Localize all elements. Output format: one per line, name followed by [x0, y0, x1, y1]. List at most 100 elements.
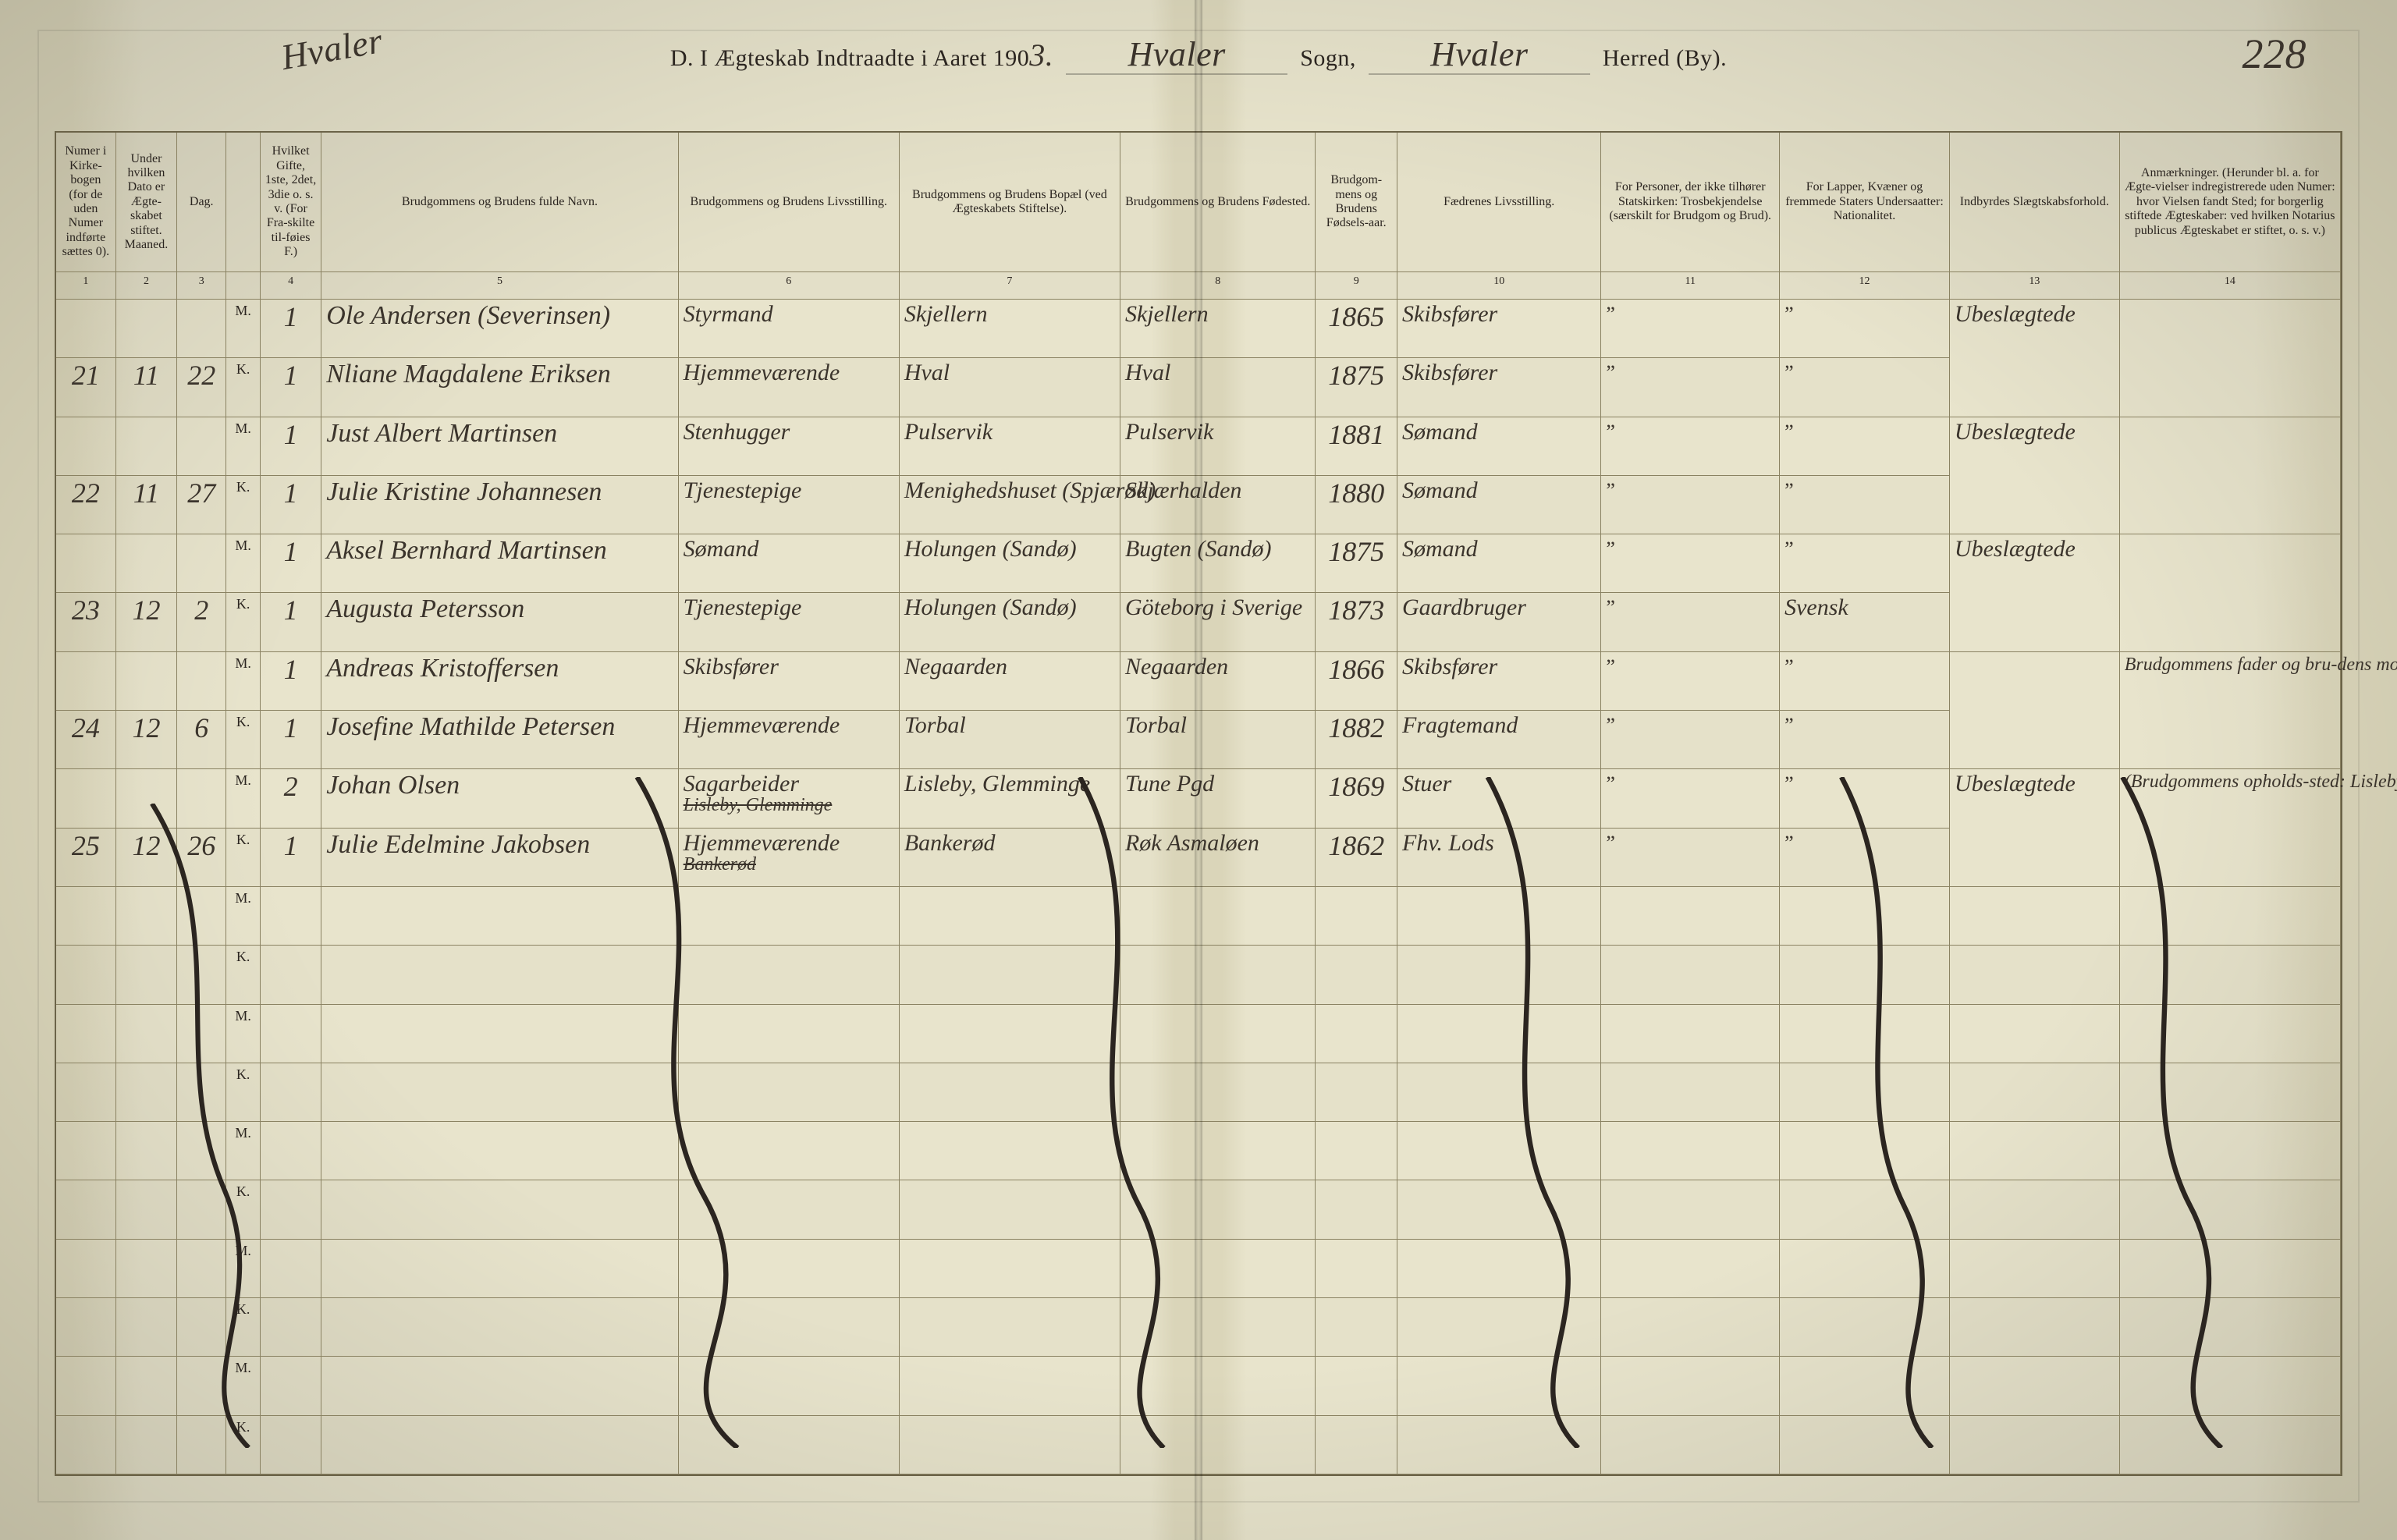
cell	[1397, 1357, 1601, 1415]
birth-year: 1881	[1316, 417, 1397, 475]
column-header: Brudgommens og Brudens Bopæl (ved Ægtesk…	[899, 133, 1120, 272]
column-header: Anmærkninger. (Herunder bl. a. for Ægte-…	[2119, 133, 2340, 272]
column-header: Brudgom-mens og Brudens Fødsels-aar.	[1316, 133, 1397, 272]
birth-year: 1862	[1316, 828, 1397, 886]
full-name: Aksel Bernhard Martinsen	[321, 534, 678, 593]
full-name: Just Albert Martinsen	[321, 417, 678, 475]
cell	[321, 1063, 678, 1121]
cell	[1601, 946, 1780, 1004]
cell: M.	[226, 886, 261, 945]
cell	[1780, 1180, 1950, 1239]
cell	[1316, 1415, 1397, 1474]
cell	[56, 1239, 115, 1297]
occupation: Sagarbeider Lisleby, Glemminge	[678, 769, 899, 828]
entry-no: 23	[56, 593, 115, 651]
cell	[1120, 1357, 1315, 1415]
mk-label: M.	[226, 769, 261, 828]
column-number: 11	[1601, 272, 1780, 300]
birthplace: Negaarden	[1120, 651, 1315, 710]
cell: K.	[226, 1298, 261, 1357]
residence: Hval	[899, 358, 1120, 417]
cell	[321, 1298, 678, 1357]
cell	[1120, 1063, 1315, 1121]
cell	[56, 1180, 115, 1239]
cell	[1780, 1239, 1950, 1297]
residence: Negaarden	[899, 651, 1120, 710]
cell	[177, 1298, 226, 1357]
confession: ”	[1601, 828, 1780, 886]
column-number: 14	[2119, 272, 2340, 300]
birth-year: 1869	[1316, 769, 1397, 828]
cell	[1316, 1180, 1397, 1239]
cell	[260, 1063, 321, 1121]
entry-day	[177, 300, 226, 358]
cell	[2119, 1298, 2340, 1357]
cell	[1780, 1122, 1950, 1180]
remark	[2119, 417, 2340, 534]
kinship: Ubeslægtede	[1949, 534, 2119, 652]
entry-day	[177, 534, 226, 593]
cell	[2119, 1239, 2340, 1297]
entry-no: 21	[56, 358, 115, 417]
birthplace: Tune Pgd	[1120, 769, 1315, 828]
entry-no	[56, 300, 115, 358]
residence: Bankerød	[899, 828, 1120, 886]
cell	[899, 1298, 1120, 1357]
column-header: Under hvilken Dato er Ægte-skabet stifte…	[115, 133, 176, 272]
kinship: Ubeslægtede	[1949, 769, 2119, 887]
cell	[321, 886, 678, 945]
cell: K.	[226, 1415, 261, 1474]
cell	[177, 1122, 226, 1180]
entry-month: 12	[115, 593, 176, 651]
entry-no: 25	[56, 828, 115, 886]
father-occ: Skibsfører	[1397, 651, 1601, 710]
cell: K.	[226, 946, 261, 1004]
cell	[1397, 1415, 1601, 1474]
cell	[1120, 946, 1315, 1004]
cell	[56, 1357, 115, 1415]
cell	[1316, 886, 1397, 945]
entry-day: 27	[177, 475, 226, 534]
cell: K.	[226, 1180, 261, 1239]
nationality: ”	[1780, 828, 1950, 886]
birth-year: 1873	[1316, 593, 1397, 651]
nationality: ”	[1780, 358, 1950, 417]
column-number: 6	[678, 272, 899, 300]
cell	[56, 1063, 115, 1121]
cell: M.	[226, 1357, 261, 1415]
cell	[1397, 1180, 1601, 1239]
remark: (Brudgommens opholds-sted: Lisleby, Glem…	[2119, 769, 2340, 887]
birthplace: Skjellern	[1120, 300, 1315, 358]
residence: Lisleby, Glemminge	[899, 769, 1120, 828]
mk-label: M.	[226, 300, 261, 358]
nationality: Svensk	[1780, 593, 1950, 651]
father-occ: Stuer	[1397, 769, 1601, 828]
gifte: 1	[260, 475, 321, 534]
gifte: 1	[260, 593, 321, 651]
cell	[678, 1122, 899, 1180]
father-occ: Fhv. Lods	[1397, 828, 1601, 886]
cell	[899, 946, 1120, 1004]
nationality: ”	[1780, 651, 1950, 710]
remark	[2119, 300, 2340, 417]
kinship: Ubeslægtede	[1949, 300, 2119, 417]
father-occ: Fragtemand	[1397, 711, 1601, 769]
cell	[1780, 946, 1950, 1004]
column-number: 13	[1949, 272, 2119, 300]
gifte: 1	[260, 417, 321, 475]
entry-day: 22	[177, 358, 226, 417]
herred-value: Hvaler	[1430, 35, 1528, 73]
cell	[1949, 1004, 2119, 1063]
cell	[321, 1239, 678, 1297]
cell	[2119, 1357, 2340, 1415]
cell	[115, 1415, 176, 1474]
birthplace: Røk Asmaløen	[1120, 828, 1315, 886]
confession: ”	[1601, 769, 1780, 828]
cell	[1120, 1180, 1315, 1239]
cell	[115, 1298, 176, 1357]
cell: M.	[226, 1239, 261, 1297]
entry-no	[56, 769, 115, 828]
cell	[115, 1004, 176, 1063]
cell	[177, 1180, 226, 1239]
cell	[1316, 1357, 1397, 1415]
